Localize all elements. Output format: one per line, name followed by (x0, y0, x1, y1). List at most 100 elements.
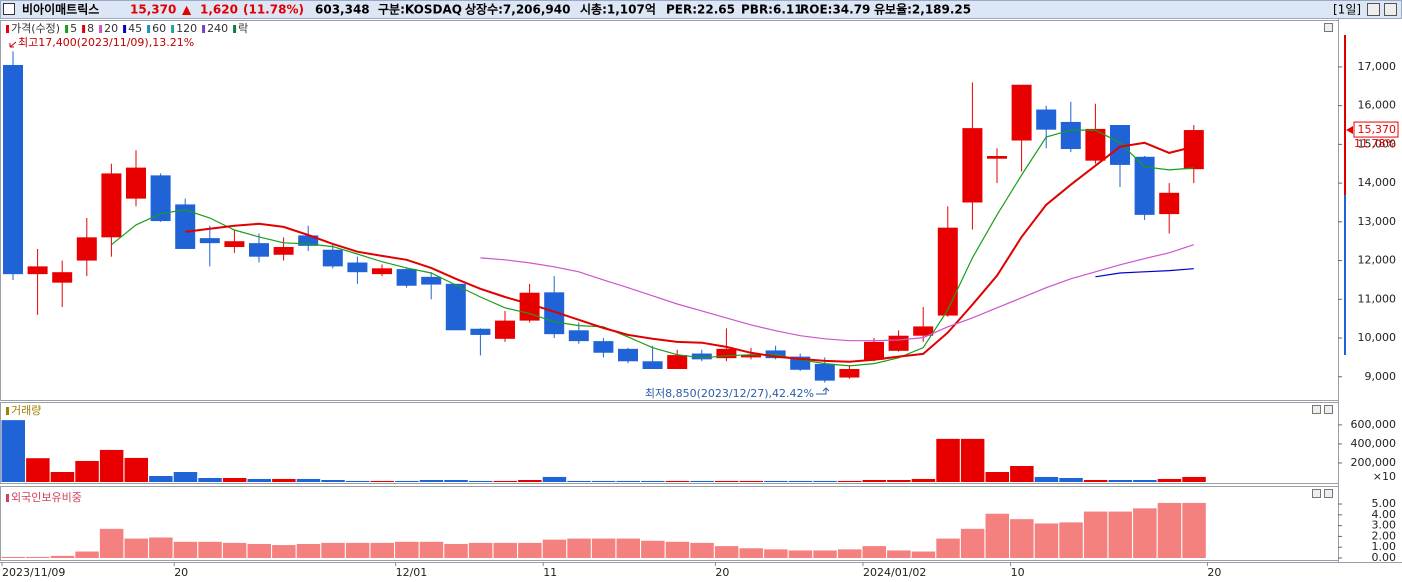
bar (296, 543, 321, 558)
y-tick-label: 14,000 (1358, 176, 1397, 189)
candle-body (322, 249, 343, 267)
current-price: 15,370 (1358, 123, 1397, 136)
bar (1182, 502, 1206, 558)
bar (542, 476, 567, 482)
legend-swatch (99, 25, 103, 33)
header: 비아이매트릭스 15,370 ▲ 1,620 (11.78%) 603,348 … (22, 2, 1361, 17)
panel-icon[interactable] (1324, 405, 1333, 414)
y-tick-label: 3.00 (1372, 519, 1397, 532)
bar (1034, 476, 1059, 482)
bar (272, 478, 296, 482)
y-tick-label: 600,000 (1351, 418, 1397, 431)
candle-body (273, 247, 294, 255)
candle-body (716, 348, 737, 359)
stock-name: 비아이매트릭스 (22, 2, 99, 17)
bar (419, 480, 444, 482)
candle-body (814, 363, 835, 381)
legend-item: 45 (128, 22, 142, 35)
bar (26, 458, 50, 482)
panel-icon[interactable] (1312, 489, 1321, 498)
candle-body (298, 235, 319, 246)
unit-label: ×10 (1373, 470, 1396, 483)
bar (1157, 502, 1182, 558)
market-cap: 시총:1,107억 (580, 2, 656, 17)
bar (321, 480, 345, 482)
x-tick-label: 20 (1207, 566, 1221, 579)
bar (444, 543, 468, 558)
bar (567, 480, 591, 482)
ma-line (185, 141, 1195, 363)
bar (419, 541, 444, 558)
panel-icon[interactable] (1312, 405, 1321, 414)
legend-swatch (171, 25, 175, 33)
arrow: ▲ (182, 3, 192, 17)
bar (813, 550, 837, 558)
pbr: PBR:6.11 (741, 3, 803, 17)
panel-title-swatch (6, 407, 9, 415)
current-change: 11.78% (1354, 137, 1396, 150)
candle-body (126, 167, 146, 199)
period[interactable]: [1일] (1333, 3, 1361, 17)
x-tick-label: 2023/11/09 (2, 566, 65, 579)
bar (444, 480, 468, 482)
legend-item: 8 (87, 22, 94, 35)
panel-icon[interactable] (1324, 489, 1333, 498)
low-arrow (816, 387, 830, 395)
legend-swatch (147, 25, 151, 33)
restore-button[interactable] (1367, 3, 1380, 16)
bar (50, 555, 75, 558)
candle-body (199, 238, 220, 244)
shares: 상장수:7,206,940 (465, 2, 570, 17)
bar (75, 460, 99, 482)
bar (345, 542, 370, 558)
ma-line (111, 129, 1194, 367)
legend-lock: 락 (238, 22, 248, 35)
bar (616, 538, 640, 558)
bar (1108, 480, 1132, 482)
bar (99, 449, 124, 482)
current-price-pointer (1346, 126, 1353, 135)
y-tick-label: 11,000 (1358, 292, 1397, 305)
checkbox[interactable] (3, 3, 15, 15)
x-tick-label: 11 (543, 566, 557, 579)
candle-body (839, 369, 860, 378)
candle-body (913, 326, 934, 336)
bar (1, 420, 25, 482)
candle-body (667, 355, 688, 370)
change: 1,620 (200, 3, 238, 17)
bar (813, 480, 837, 482)
close-button[interactable] (1384, 3, 1397, 16)
candle-body (175, 204, 196, 249)
bar (1034, 523, 1059, 558)
x-tick-label: 10 (1011, 566, 1025, 579)
bar (641, 480, 665, 482)
candle-body (421, 276, 442, 285)
ma-line (1095, 268, 1194, 278)
candle-body (987, 156, 1007, 159)
bar (1083, 480, 1108, 482)
bar (1133, 480, 1157, 482)
candle-body (1085, 128, 1106, 161)
bar (247, 478, 271, 482)
bar (173, 472, 198, 482)
y-tick-label: 10,000 (1358, 331, 1397, 344)
candle-body (1060, 121, 1081, 150)
roe: ROE:34.79 (800, 3, 870, 17)
y-tick-label: 0.00 (1372, 551, 1397, 564)
y-tick-label: 5.00 (1372, 497, 1397, 510)
bar (1010, 519, 1034, 558)
candle-body (741, 355, 761, 358)
bar (370, 542, 394, 558)
panel-icons (1312, 23, 1333, 498)
bar (591, 480, 616, 482)
bar (518, 480, 542, 482)
panel-icon[interactable] (1324, 23, 1333, 32)
bar (149, 476, 173, 482)
legend-swatch (82, 25, 86, 33)
bar (395, 541, 419, 558)
candle-body (642, 361, 663, 370)
candle-body (3, 64, 23, 275)
bar (567, 538, 591, 558)
bar (887, 550, 911, 558)
bar (739, 480, 763, 482)
